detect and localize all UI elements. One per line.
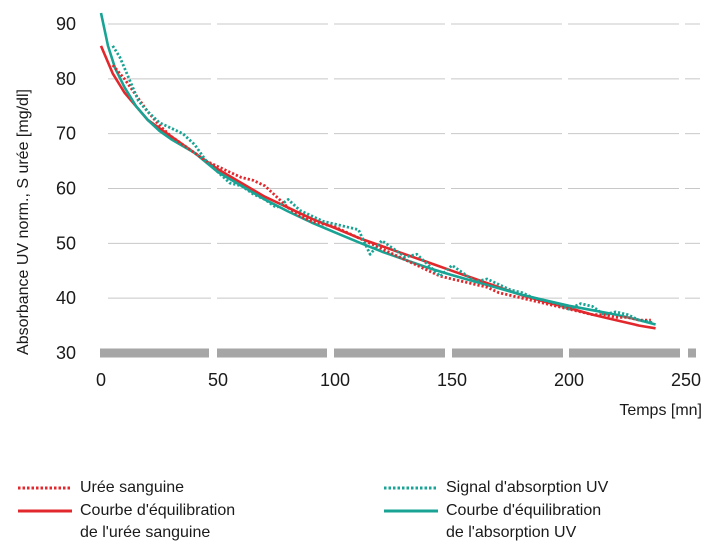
legend-swatch-red-dotted xyxy=(18,486,72,490)
legend-label: de l'absorption UV xyxy=(446,524,577,541)
x-tick-labels: 0 50 100 150 200 250 xyxy=(96,370,701,390)
legend-swatch-red-solid xyxy=(18,509,72,513)
y-axis-title: Absorbance UV norm., S urée [mg/dl] xyxy=(15,89,32,355)
legend-label: de l'urée sanguine xyxy=(80,524,211,541)
x-tick-label: 200 xyxy=(554,370,584,390)
series-line-dotted-0 xyxy=(111,64,651,322)
legend-item-uree-sanguine: Urée sanguine xyxy=(16,479,185,499)
y-tick-label: 80 xyxy=(56,69,76,89)
y-tick-label: 60 xyxy=(56,179,76,199)
legend-item-signal-uv: Signal d'absorption UV xyxy=(382,479,609,499)
series-line-solid-3 xyxy=(99,12,656,326)
y-tick-label: 90 xyxy=(56,14,76,34)
x-tick-label: 100 xyxy=(320,370,350,390)
x-tick-label: 0 xyxy=(96,370,106,390)
y-tick-label: 70 xyxy=(56,124,76,144)
y-tick-label: 30 xyxy=(56,343,76,363)
series-group xyxy=(99,12,656,330)
x-tick-label: 50 xyxy=(208,370,228,390)
legend-label: Signal d'absorption UV xyxy=(446,479,609,496)
series-line-solid-1 xyxy=(99,45,656,330)
chart: 30 40 50 60 70 80 90 0 50 100 150 200 250 Temps [mn… xyxy=(15,12,702,419)
y-tick-label: 40 xyxy=(56,288,76,308)
legend-label: Courbe d'équilibration xyxy=(80,502,236,519)
y-tick-label: 50 xyxy=(56,233,76,253)
x-tick-label: 150 xyxy=(437,370,467,390)
legend-label: Urée sanguine xyxy=(80,479,185,496)
series-line-dotted-2 xyxy=(111,45,654,325)
legend-item-courbe-uree: Courbe d'équilibration de l'urée sanguin… xyxy=(16,502,236,544)
x-tick-label: 250 xyxy=(671,370,701,390)
x-axis-title: Temps [mn] xyxy=(619,402,702,419)
grid-lines xyxy=(108,23,700,299)
legend-item-courbe-uv: Courbe d'équilibration de l'absorption U… xyxy=(382,502,602,544)
legend: Urée sanguine Courbe d'équilibration de … xyxy=(0,470,718,544)
legend-label: Courbe d'équilibration xyxy=(446,502,602,519)
y-tick-labels: 30 40 50 60 70 80 90 xyxy=(56,14,76,363)
legend-swatch-teal-dotted xyxy=(384,486,438,490)
legend-swatch-teal-solid xyxy=(384,509,438,513)
